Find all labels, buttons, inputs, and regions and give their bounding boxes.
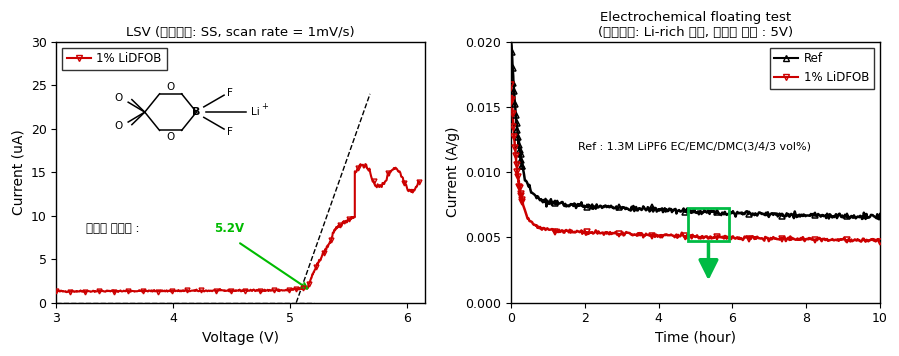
Text: 고전압 안정성 :: 고전압 안정성 : — [85, 222, 143, 235]
Title: Electrochemical floating test
(작동전극: Li-rich 양극, 정전압 조건 : 5V): Electrochemical floating test (작동전극: Li-… — [598, 11, 793, 39]
Title: LSV (작동전극: SS, scan rate = 1mV/s): LSV (작동전극: SS, scan rate = 1mV/s) — [127, 26, 355, 39]
Bar — [688, 208, 729, 241]
Y-axis label: Current (uA): Current (uA) — [11, 129, 25, 215]
Text: 5.2V: 5.2V — [214, 222, 245, 235]
Text: +: + — [262, 103, 268, 111]
Text: O: O — [166, 132, 174, 142]
Text: O: O — [115, 121, 123, 131]
Text: Ref : 1.3M LiPF6 EC/EMC/DMC(3/4/3 vol%): Ref : 1.3M LiPF6 EC/EMC/DMC(3/4/3 vol%) — [577, 141, 811, 151]
Text: O: O — [166, 82, 174, 92]
Legend: 1% LiDFOB: 1% LiDFOB — [62, 48, 166, 70]
Text: F: F — [227, 88, 233, 98]
X-axis label: Voltage (V): Voltage (V) — [202, 331, 280, 345]
Y-axis label: Current (A/g): Current (A/g) — [446, 127, 460, 218]
Text: O: O — [115, 93, 123, 103]
Text: B: B — [192, 107, 200, 117]
Text: F: F — [227, 127, 233, 137]
Legend: Ref, 1% LiDFOB: Ref, 1% LiDFOB — [770, 48, 874, 89]
X-axis label: Time (hour): Time (hour) — [655, 331, 736, 345]
Text: Li: Li — [251, 107, 260, 117]
